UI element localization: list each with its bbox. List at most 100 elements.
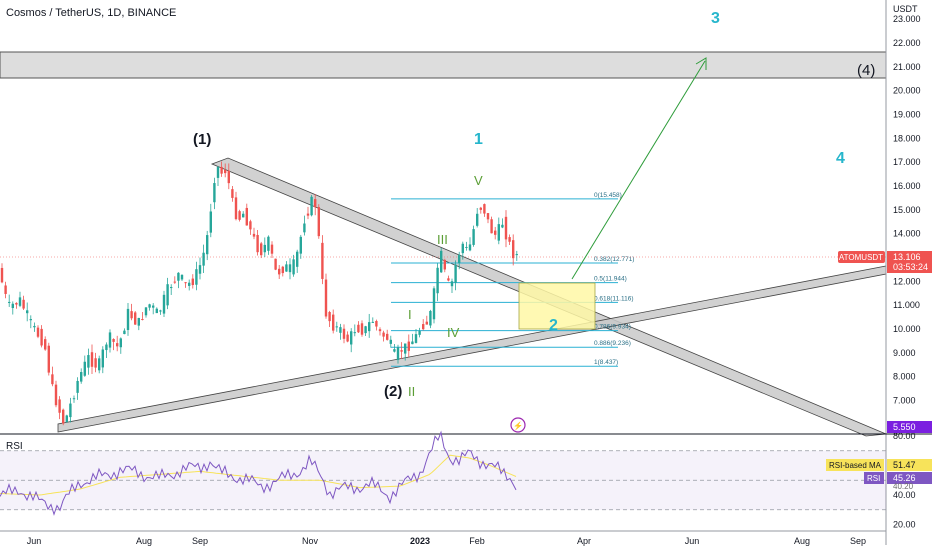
candle-body: [40, 328, 43, 346]
candle-body: [148, 304, 151, 308]
candle-body: [62, 409, 65, 424]
candle-body: [375, 320, 378, 327]
candle-body: [76, 380, 79, 393]
candle-body: [29, 319, 32, 321]
candle-body: [407, 341, 410, 351]
candle-body: [159, 310, 162, 312]
candle-body: [105, 344, 108, 351]
candle-body: [173, 281, 176, 283]
candle-body: [342, 328, 346, 339]
candle-body: [364, 326, 367, 334]
rsi-tag-label: RSI: [867, 474, 880, 483]
rsi-hidden-value: 40.20: [893, 482, 914, 491]
fib-level-label: 0(15.458): [594, 192, 622, 199]
rsi-tag: [864, 472, 884, 484]
candle-body: [170, 287, 173, 289]
projection-arrow-line: [571, 60, 706, 280]
candle-body: [458, 254, 461, 264]
candle-body: [65, 415, 68, 423]
candle-body: [220, 166, 223, 174]
candle-body: [130, 311, 133, 319]
candle-body: [515, 254, 518, 256]
candle-body: [195, 269, 198, 285]
candle-body: [11, 303, 14, 309]
time-tick-label: Sep: [192, 536, 208, 546]
ascending-trend-band: [57, 265, 887, 433]
candle-body: [396, 347, 400, 360]
candle-body: [476, 213, 479, 226]
symbol-badge-label: ATOMUSDT: [839, 253, 883, 262]
candle-body: [252, 233, 256, 237]
low-marker-value: 5.550: [893, 422, 916, 432]
time-tick-label: Sep: [850, 536, 866, 546]
rsi-ma-tag: [826, 459, 884, 471]
candle-body: [393, 349, 396, 352]
candle-body: [321, 242, 324, 279]
symbol-badge: [838, 251, 885, 263]
fib-level-label: 0.886(9.236): [594, 340, 631, 347]
candle-body: [206, 235, 209, 255]
candle-body: [472, 229, 475, 245]
candle-body: [353, 332, 356, 334]
candle-body: [51, 374, 54, 385]
candle-body: [94, 358, 97, 368]
candle-body: [36, 327, 40, 337]
price-tick-label: 10.000: [893, 324, 921, 334]
candle-body: [278, 268, 281, 275]
candle-body: [72, 398, 76, 400]
candle-body: [501, 224, 504, 228]
rsi-value: 45.26: [893, 473, 916, 483]
candle-body: [368, 322, 371, 332]
wave-label-minor-iii: III: [437, 232, 448, 247]
candle-body: [497, 224, 500, 241]
candle-body: [227, 170, 230, 184]
candle-body: [26, 310, 29, 314]
candle-body: [317, 207, 320, 237]
candle-body: [418, 330, 421, 335]
candle-body: [213, 183, 216, 203]
candle-body: [450, 281, 454, 287]
candle-body: [234, 197, 238, 220]
price-tick-label: 22.000: [893, 38, 921, 48]
price-tick-label: 12.000: [893, 276, 921, 286]
lightning-icon[interactable]: [510, 417, 526, 433]
rsi-tick-label: 40.00: [893, 490, 916, 500]
candle-body: [332, 314, 335, 331]
candle-body: [303, 223, 306, 233]
candle-body: [155, 308, 158, 314]
candle-body: [231, 189, 234, 198]
candle-body: [314, 199, 317, 208]
candle-body: [249, 221, 252, 230]
candle-body: [58, 399, 61, 413]
rsi-ma-tag-label: RSI-based MA: [829, 461, 882, 470]
candle-body: [184, 282, 187, 284]
candle-body: [360, 323, 364, 335]
candle-body: [429, 310, 432, 326]
candle-body: [436, 267, 439, 294]
candle-body: [281, 266, 284, 274]
candle-body: [15, 302, 18, 305]
price-tick-label: 23.000: [893, 14, 921, 24]
last-price-value: 13.106: [893, 252, 921, 262]
candle-body: [299, 236, 302, 254]
lightning-glyph: ⚡: [513, 421, 523, 431]
wave-label-cyan-3: 3: [711, 10, 720, 27]
rsi-ma-value-badge: [887, 459, 932, 471]
rsi-tick-label: 20.00: [893, 520, 916, 530]
candle-body: [378, 329, 382, 332]
candle-body: [389, 339, 392, 344]
candle-body: [414, 334, 418, 343]
time-tick-label: Aug: [794, 536, 810, 546]
time-tick-label: 2023: [410, 536, 430, 546]
candle-body: [242, 213, 245, 218]
candle-body: [306, 213, 310, 216]
candle-body: [443, 259, 446, 270]
candle-body: [44, 339, 47, 350]
candle-body: [144, 307, 148, 316]
candle-body: [180, 274, 184, 280]
candle-body: [292, 259, 295, 275]
price-tick-label: 14.000: [893, 229, 921, 239]
price-tick-label: 8.000: [893, 372, 916, 382]
